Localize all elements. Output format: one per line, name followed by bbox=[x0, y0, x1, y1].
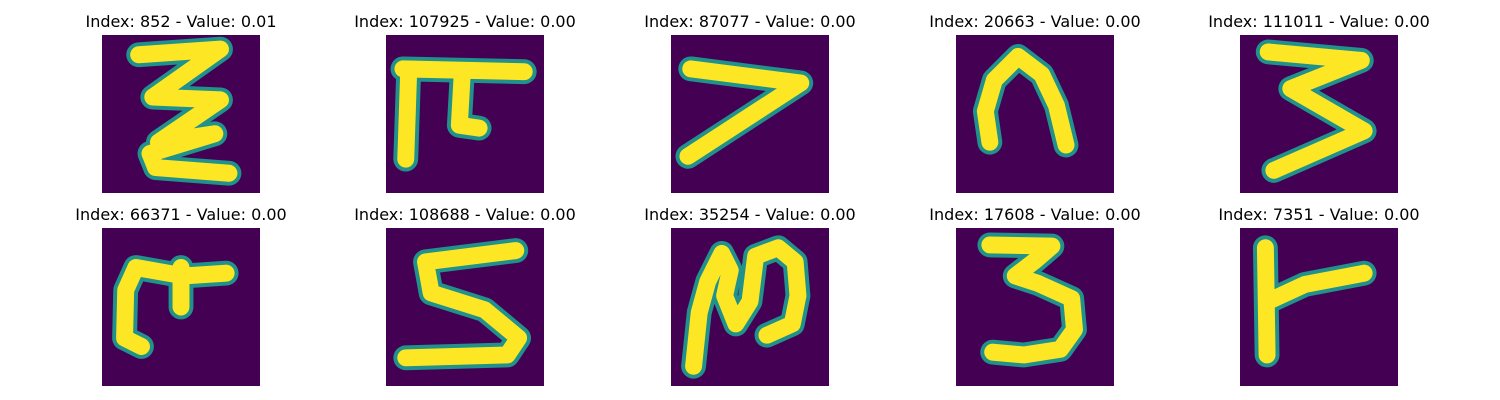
digit-image-three-angular bbox=[1240, 35, 1398, 193]
image-panel-8: Index: 35254 - Value: 0.00 bbox=[630, 205, 870, 389]
digit-image-pi-shape bbox=[386, 35, 544, 193]
image-panel-9: Index: 17608 - Value: 0.00 bbox=[915, 205, 1155, 389]
panel-title: Index: 7351 - Value: 0.00 bbox=[1218, 205, 1420, 224]
panel-title: Index: 17608 - Value: 0.00 bbox=[929, 205, 1141, 224]
image-panel-1: Index: 852 - Value: 0.01 bbox=[61, 12, 301, 196]
image-panel-2: Index: 107925 - Value: 0.00 bbox=[345, 12, 585, 196]
image-panel-10: Index: 7351 - Value: 0.00 bbox=[1199, 205, 1439, 389]
stroke-core bbox=[981, 236, 1083, 364]
stroke-core bbox=[116, 259, 235, 355]
digit-image-zigzag bbox=[102, 35, 260, 193]
image-panel-6: Index: 66371 - Value: 0.00 bbox=[61, 205, 301, 389]
panel-title: Index: 107925 - Value: 0.00 bbox=[354, 12, 576, 31]
image-panel-4: Index: 20663 - Value: 0.00 bbox=[915, 12, 1155, 196]
image-panel-3: Index: 87077 - Value: 0.00 bbox=[630, 12, 870, 196]
digit-image-hook-with-cross bbox=[102, 228, 260, 386]
panel-title: Index: 66371 - Value: 0.00 bbox=[75, 205, 287, 224]
stroke-core bbox=[130, 40, 238, 182]
digit-image-loop-n bbox=[671, 228, 829, 386]
panel-title: Index: 20663 - Value: 0.00 bbox=[929, 12, 1141, 31]
stroke-core bbox=[685, 239, 807, 375]
digit-image-t-shape bbox=[1240, 228, 1398, 386]
digit-image-s-shape bbox=[386, 228, 544, 386]
panel-title: Index: 108688 - Value: 0.00 bbox=[354, 205, 576, 224]
stroke-core bbox=[679, 60, 810, 165]
image-panel-5: Index: 111011 - Value: 0.00 bbox=[1199, 12, 1439, 196]
stroke-core bbox=[397, 242, 528, 367]
stroke-core bbox=[1259, 264, 1373, 310]
digit-image-seven-slant bbox=[671, 35, 829, 193]
panel-title: Index: 87077 - Value: 0.00 bbox=[644, 12, 856, 31]
panel-title: Index: 111011 - Value: 0.00 bbox=[1208, 12, 1430, 31]
digit-image-three bbox=[956, 228, 1114, 386]
stroke-core bbox=[976, 47, 1075, 154]
panel-title: Index: 852 - Value: 0.01 bbox=[85, 12, 277, 31]
panel-title: Index: 35254 - Value: 0.00 bbox=[644, 205, 856, 224]
digit-image-arch bbox=[956, 35, 1114, 193]
stroke-core bbox=[450, 66, 488, 137]
image-panel-7: Index: 108688 - Value: 0.00 bbox=[345, 205, 585, 389]
stroke-core bbox=[1259, 43, 1373, 179]
stroke-core bbox=[397, 66, 418, 168]
